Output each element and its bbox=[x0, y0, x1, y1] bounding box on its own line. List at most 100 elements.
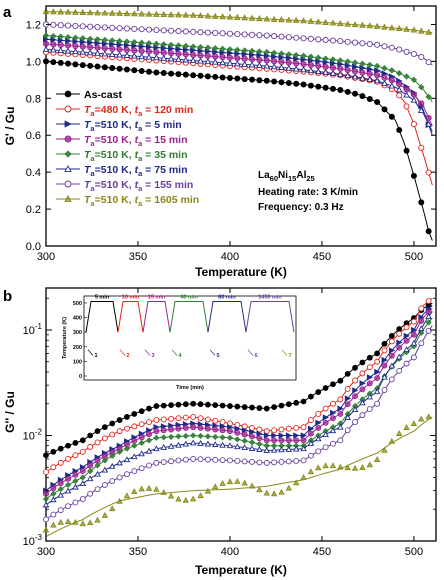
panel-b-data-point bbox=[425, 413, 432, 420]
panel-a-legend-label: Ta=510 K, ta = 155 min bbox=[84, 179, 193, 193]
panel-a-data-point bbox=[219, 13, 226, 20]
panel-b-data-point bbox=[168, 415, 175, 422]
panel-b-data-point bbox=[64, 518, 72, 525]
panel-b-data-point bbox=[388, 332, 395, 339]
panel-a-data-point bbox=[49, 8, 57, 15]
panel-a-data-point bbox=[300, 81, 307, 88]
panel-a-data-point bbox=[86, 49, 94, 56]
panel-b-data-point bbox=[101, 481, 108, 488]
panel-b-data-point bbox=[352, 387, 359, 394]
panel-a-data-point bbox=[271, 58, 278, 65]
panel-a-data-point bbox=[109, 45, 116, 52]
panel-a-data-point bbox=[94, 49, 101, 56]
inset-cycle-number: 1 bbox=[94, 353, 97, 359]
panel-a-data-point bbox=[123, 51, 131, 59]
panel-a-data-point bbox=[116, 25, 123, 32]
panel-b-data-point bbox=[197, 456, 204, 463]
panel-a-data-point bbox=[153, 54, 160, 61]
panel-b-data-point bbox=[271, 437, 278, 444]
panel-b-data-point bbox=[271, 432, 278, 439]
panel-b-data-point bbox=[57, 507, 64, 514]
panel-a-data-point bbox=[94, 36, 101, 43]
panel-a-data-point bbox=[307, 67, 315, 74]
panel-a-data-point bbox=[109, 37, 116, 44]
panel-a-legend-entry: Ta=510 K, ta = 35 min bbox=[56, 149, 188, 163]
panel-b-data-point bbox=[418, 340, 425, 347]
panel-b-data-point bbox=[219, 402, 226, 409]
inset-cycle-arrow bbox=[144, 349, 151, 356]
panel-b-data-point bbox=[256, 486, 263, 493]
panel-a-data-point bbox=[249, 76, 256, 83]
panel-a-data-point bbox=[388, 82, 396, 89]
panel-b-y-tick-label: 10-2 bbox=[23, 427, 43, 442]
panel-b-data-point bbox=[167, 492, 175, 499]
panel-b-series bbox=[43, 302, 433, 459]
panel-b-data-point bbox=[138, 465, 145, 472]
panel-a-data-point bbox=[256, 77, 263, 84]
panel-a-data-point bbox=[79, 8, 87, 15]
panel-b-data-point bbox=[425, 313, 432, 320]
panel-a-data-point bbox=[285, 51, 292, 58]
panel-b-series bbox=[43, 308, 433, 497]
panel-b-data-point bbox=[330, 415, 336, 422]
panel-a-data-point bbox=[219, 45, 226, 52]
panel-a-data-point bbox=[403, 48, 410, 55]
panel-b-data-point bbox=[109, 420, 116, 427]
panel-a-data-point bbox=[146, 68, 153, 75]
panel-b-data-point bbox=[403, 332, 410, 339]
panel-a-data-point bbox=[315, 54, 322, 61]
panel-a-data-point bbox=[182, 28, 189, 35]
panel-a-data-point bbox=[374, 67, 381, 74]
inset-hold-label: 10 min bbox=[122, 294, 140, 300]
panel-a-data-point bbox=[212, 73, 219, 80]
panel-b-data-point bbox=[227, 428, 233, 435]
panel-b-data-point bbox=[307, 452, 314, 459]
panel-b-data-point bbox=[123, 425, 130, 432]
panel-a-data-point bbox=[263, 77, 270, 84]
panel-a-data-point bbox=[57, 46, 65, 54]
panel-b-data-point bbox=[175, 415, 182, 422]
panel-b-data-point bbox=[418, 415, 425, 422]
panel-a-data-point bbox=[359, 93, 366, 100]
panel-a-data-point bbox=[153, 69, 160, 76]
panel-b-data-point bbox=[241, 437, 248, 444]
panel-a-data-point bbox=[241, 76, 248, 83]
panel-a-y-tick-label: 0.2 bbox=[26, 204, 41, 216]
inset-frame bbox=[83, 295, 297, 381]
panel-a-data-point bbox=[388, 44, 395, 51]
panel-a-data-point bbox=[153, 10, 160, 17]
panel-b-data-point bbox=[131, 453, 138, 460]
panel-b-data-point bbox=[403, 337, 410, 344]
panel-b-data-point bbox=[359, 399, 366, 406]
panel-a-data-point bbox=[160, 54, 168, 61]
panel-b-data-point bbox=[315, 411, 322, 417]
panel-a-data-point bbox=[160, 70, 167, 77]
panel-b-data-point bbox=[146, 405, 152, 412]
panel-b-data-point bbox=[315, 424, 322, 431]
panel-a-data-point bbox=[79, 48, 87, 55]
panel-a-data-point bbox=[314, 68, 322, 75]
panel-b-data-point bbox=[396, 330, 403, 337]
panel-a-data-point bbox=[234, 46, 241, 54]
panel-b-data-point bbox=[138, 434, 145, 441]
panel-a-data-point bbox=[410, 50, 417, 58]
panel-b-data-point bbox=[72, 483, 79, 490]
panel-b-data-point bbox=[167, 442, 175, 449]
panel-b-data-point bbox=[212, 402, 219, 409]
inset-y-tick-label: 0 bbox=[79, 374, 82, 380]
panel-b-data-point bbox=[65, 503, 72, 510]
panel-b-data-point bbox=[241, 458, 248, 465]
panel-a-data-point bbox=[130, 10, 138, 17]
panel-a-data-point bbox=[381, 79, 388, 86]
panel-b-data-point bbox=[204, 433, 211, 440]
panel-a-data-point bbox=[42, 32, 50, 39]
panel-b-data-point bbox=[330, 400, 336, 407]
panel-b-data-point bbox=[175, 457, 182, 464]
panel-b-data-point bbox=[351, 464, 359, 471]
panel-b-data-point bbox=[322, 405, 329, 412]
panel-a-data-point bbox=[263, 15, 271, 22]
panel-b-data-point bbox=[314, 464, 322, 471]
panel-a-data-point bbox=[145, 26, 153, 33]
panel-b-data-point bbox=[256, 446, 263, 452]
